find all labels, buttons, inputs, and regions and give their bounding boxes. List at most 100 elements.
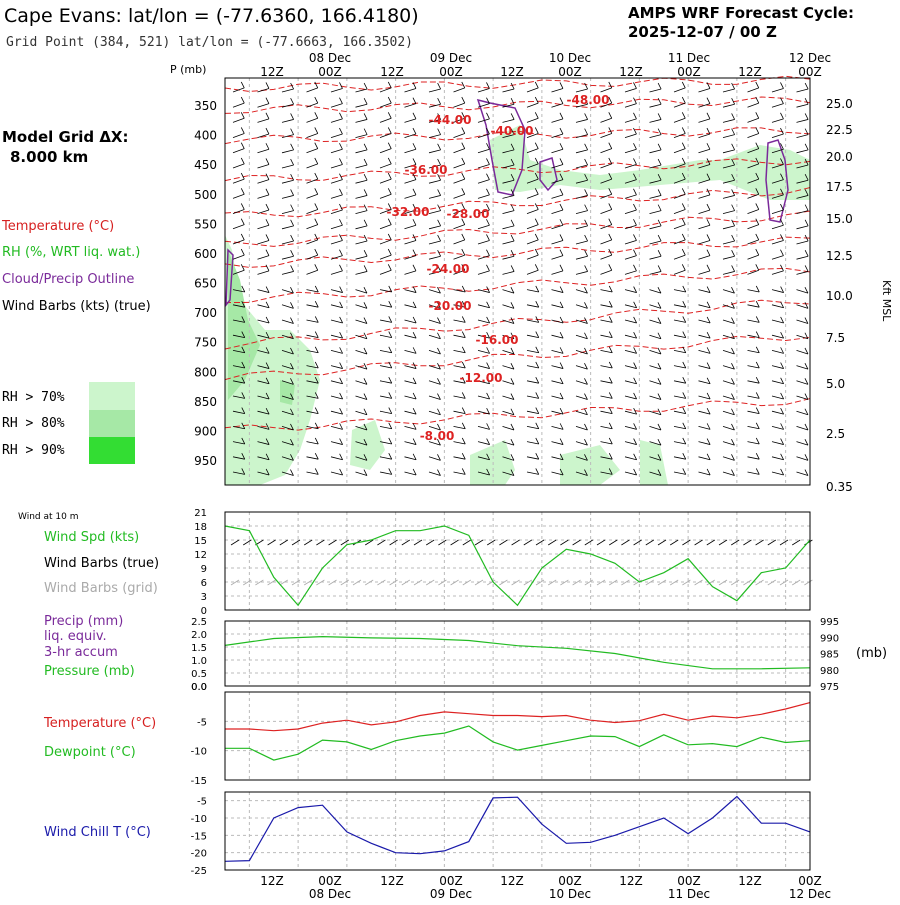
wind-barb-feather — [240, 127, 245, 134]
wind-barb — [281, 304, 294, 309]
wind-barb-feather — [633, 219, 637, 226]
surface-wind-barb-true — [401, 539, 411, 546]
wind-barb — [796, 471, 809, 476]
wind-barb-feather — [755, 233, 760, 241]
rh80-swatch — [89, 410, 135, 437]
wind-barb-feather — [240, 188, 245, 195]
wind-barb — [379, 441, 392, 445]
wind-barb — [673, 380, 686, 384]
surface-wind-barb-grid — [767, 579, 777, 586]
wind-barb — [477, 240, 490, 245]
surface-wind-barb-true — [413, 539, 423, 546]
wind-barb-feather — [314, 233, 319, 241]
wind-barb — [600, 365, 613, 369]
wind-barb — [649, 380, 662, 385]
wind-barb — [771, 304, 784, 309]
wind-barb — [796, 210, 809, 214]
wind-barb — [453, 148, 465, 154]
wind-barb-feather — [437, 438, 441, 446]
wind-barb-feather — [510, 347, 515, 355]
top-date-label: 10 Dec — [549, 51, 591, 65]
surface-wind-barb-true — [621, 539, 630, 546]
wind-barb-feather — [363, 204, 368, 211]
wind-barb-feather — [706, 407, 711, 415]
wind-barb-feather — [682, 377, 687, 384]
wind-barb — [673, 410, 686, 414]
wind-barb — [232, 365, 245, 369]
wind-barb-feather — [510, 219, 515, 227]
temperature-contour — [224, 187, 811, 218]
wind-barb — [575, 134, 588, 138]
wind-barb — [771, 179, 784, 184]
wind-barb — [355, 179, 368, 184]
wind-barb — [575, 350, 588, 355]
wind-barb — [453, 319, 466, 323]
wind-barb-feather — [387, 112, 392, 119]
surface-wind-barb-true — [242, 539, 252, 546]
wind-barb — [526, 334, 539, 338]
wind-barb-feather — [804, 204, 809, 211]
wind-barb — [330, 118, 343, 123]
wind-barb — [551, 179, 564, 184]
wind-barb — [649, 410, 662, 416]
wind-barb — [796, 255, 809, 260]
surface-wind-barb-grid — [425, 579, 435, 586]
wind-barb — [526, 117, 539, 123]
wind-barb-feather — [339, 301, 343, 308]
wind-barb-feather — [241, 316, 246, 323]
wind-barb-feather — [559, 407, 564, 415]
wind-barb — [453, 102, 465, 108]
wind-barb-feather — [608, 361, 613, 369]
wind-barb-feather — [731, 250, 735, 257]
wind-barb-feather — [265, 97, 270, 104]
top-date-label: 08 Dec — [309, 51, 351, 65]
wind-barb — [796, 164, 809, 169]
wind-barb-feather — [461, 468, 466, 475]
temperature-label: Temperature (°C) — [43, 716, 156, 731]
wind-barb-feather — [510, 302, 515, 309]
wind-barb — [330, 395, 343, 400]
wind-barb — [624, 224, 637, 230]
wind-barb — [575, 88, 588, 93]
wind-barb-feather — [388, 468, 393, 475]
wind-barb — [796, 240, 809, 245]
wind-barb-feather — [314, 361, 319, 369]
wind-barb-feather — [633, 173, 637, 180]
wind-barb — [502, 380, 515, 385]
y-tick-label: 9 — [201, 564, 207, 575]
wind-barb — [379, 380, 392, 384]
wind-barb-feather — [412, 423, 417, 430]
surface-wind-barb-grid — [303, 579, 313, 586]
panel-frame — [224, 791, 811, 871]
wind-barb-feather — [510, 469, 515, 476]
wind-barb-feather — [731, 317, 735, 324]
wind-barb-feather — [681, 157, 686, 165]
wind-barb-feather — [265, 377, 270, 384]
wind-barb-feather — [412, 234, 417, 241]
wind-barb-feather — [657, 378, 662, 385]
wind-barb — [257, 194, 270, 199]
wind-barb-feather — [731, 469, 735, 476]
wind-barb-feather — [461, 285, 466, 293]
surface-wind-barb-true — [328, 539, 337, 546]
wind-barb-feather — [339, 203, 343, 211]
surface-wind-barb-grid — [450, 579, 459, 586]
wind-barb — [649, 255, 662, 260]
wind-barb-feather — [608, 331, 613, 338]
wind-barb — [673, 178, 686, 184]
wind-barb-feather — [584, 128, 588, 135]
wind-barb-feather — [731, 204, 735, 211]
wind-barb-feather — [657, 143, 662, 151]
wind-barb — [649, 149, 662, 154]
wind-barb — [502, 395, 515, 400]
wind-barb-feather — [755, 437, 760, 445]
wind-barb-feather — [755, 157, 760, 165]
wind-barb — [428, 164, 441, 169]
wind-barb — [771, 194, 784, 199]
wind-barb-feather — [290, 128, 294, 135]
wind-barb — [673, 148, 686, 154]
wind-barb — [600, 304, 613, 308]
wind-barb — [698, 209, 711, 214]
wind-barb-feather — [534, 188, 539, 195]
wind-barb — [281, 426, 294, 431]
